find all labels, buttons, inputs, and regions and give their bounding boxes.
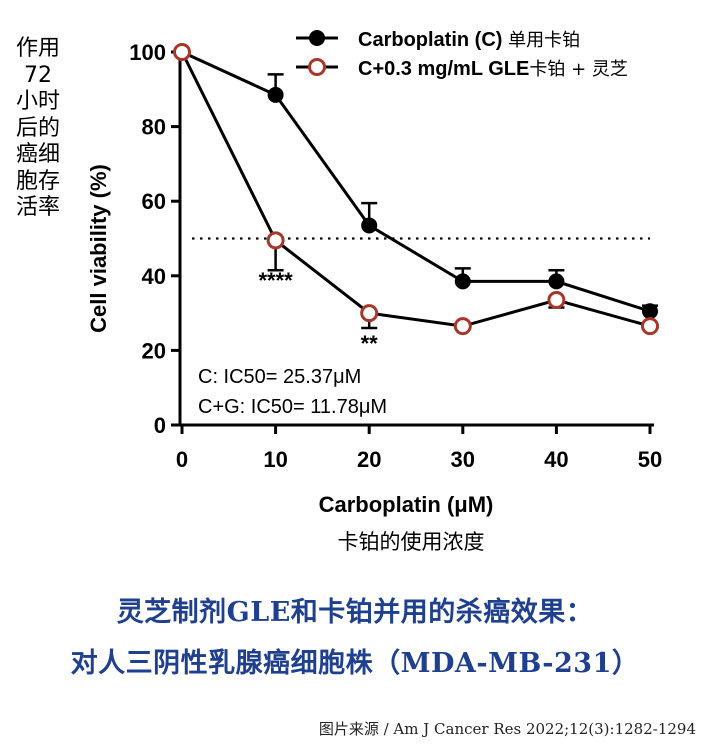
axes: 0 10 20 30 40 50 0 20 40 60 80 100 Carboplatin (μM) 卡… <box>86 40 662 554</box>
source-citation: 图片来源 / Am J Cancer Res 2022;12(3):1282-1… <box>318 720 696 738</box>
ic50-label: C+G: IC50= 11.78μM <box>198 396 387 418</box>
y-axis-label: Cell viability (%) <box>86 164 111 333</box>
legend-marker <box>308 58 326 76</box>
chart: 0 10 20 30 40 50 0 20 40 60 80 100 Carboplatin (μM) 卡… <box>86 29 662 554</box>
x-tick-label: 10 <box>263 447 287 472</box>
series-line <box>180 51 651 328</box>
legend-marker <box>309 30 325 46</box>
series-carboplatin-gle <box>173 43 659 336</box>
y-tick-label: 80 <box>142 115 166 140</box>
legend-name: Carboplatin (C) <box>358 29 502 51</box>
data-point <box>266 231 285 250</box>
significance-marker: **** <box>258 268 293 293</box>
y-tick-label: 20 <box>142 338 166 363</box>
y-tick-label: 40 <box>142 264 166 289</box>
data-point <box>360 304 379 323</box>
x-tick-label: 30 <box>451 447 475 472</box>
x-axis-label-cn: 卡铂的使用浓度 <box>338 530 485 554</box>
data-point <box>173 43 191 61</box>
y-tick-label: 100 <box>129 40 166 65</box>
data-point <box>548 273 565 290</box>
data-point <box>642 303 658 320</box>
legend-name-cn: 卡铂 + 灵芝 <box>529 59 628 80</box>
legend-label: Carboplatin (C) 单用卡铂 <box>358 29 580 51</box>
data-point <box>547 291 566 310</box>
significance-marker: ** <box>361 331 379 356</box>
series-line <box>181 50 651 313</box>
y-tick-label: 0 <box>154 413 166 438</box>
legend-name-cn: 单用卡铂 <box>502 30 580 51</box>
y-axis-chinese-label: 作用72小时后的癌细胞存活率 <box>16 36 61 220</box>
legend-label: C+0.3 mg/mL GLE卡铂 + 灵芝 <box>358 58 628 80</box>
data-point <box>453 317 472 336</box>
caption-line-1: 灵芝制剂GLE和卡铂并用的杀癌效果： <box>116 597 594 628</box>
x-axis-label: Carboplatin (μM) <box>319 492 494 517</box>
x-tick-label: 0 <box>176 447 188 472</box>
series-layer <box>173 43 659 336</box>
data-point <box>267 86 284 103</box>
caption-line-2: 对人三阴性乳腺癌细胞株（MDA-MB-231） <box>70 648 640 679</box>
x-tick-label: 40 <box>544 447 568 472</box>
legend-name: C+0.3 mg/mL GLE <box>358 58 529 80</box>
x-tick-label: 50 <box>638 447 662 472</box>
legend: Carboplatin (C) 单用卡铂 C+0.3 mg/mL GLE卡铂 + … <box>296 29 628 80</box>
data-point <box>641 317 659 336</box>
ic50-label: C: IC50= 25.37μM <box>198 366 361 388</box>
data-point <box>361 217 378 234</box>
data-point <box>454 273 471 290</box>
x-tick-label: 20 <box>357 447 381 472</box>
y-tick-label: 60 <box>142 189 166 214</box>
